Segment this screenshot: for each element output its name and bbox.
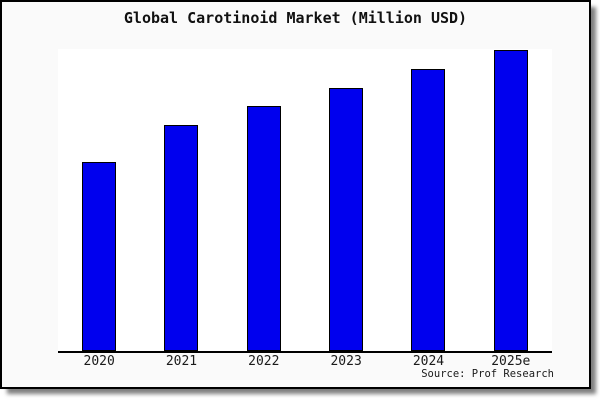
- bar-band: [470, 49, 552, 351]
- bar-2025e: [493, 50, 528, 351]
- x-tick-label: 2022: [248, 354, 280, 369]
- bar-2024: [411, 69, 446, 351]
- bar-2022: [246, 106, 281, 351]
- bar-2023: [329, 88, 364, 351]
- bar-band: [387, 49, 469, 351]
- chart-frame: Global Carotinoid Market (Million USD) 2…: [0, 0, 591, 389]
- x-tick-label: 2025e: [491, 354, 531, 369]
- source-caption: Source: Prof Research: [421, 368, 554, 380]
- bar-band: [140, 49, 222, 351]
- bar-2020: [82, 162, 117, 351]
- x-tick-label: 2023: [330, 354, 362, 369]
- bar-band: [223, 49, 305, 351]
- bar-2021: [164, 125, 199, 351]
- x-tick-label: 2024: [412, 354, 445, 369]
- chart-title: Global Carotinoid Market (Million USD): [123, 9, 468, 27]
- x-tick-label: 2020: [83, 354, 115, 369]
- x-tick-label: 2021: [165, 354, 198, 369]
- x-axis-labels: 2020 2021 2022 2023 2024 2025e: [58, 354, 552, 369]
- bar-band: [58, 49, 140, 351]
- bar-band: [305, 49, 387, 351]
- plot-area: [58, 49, 552, 353]
